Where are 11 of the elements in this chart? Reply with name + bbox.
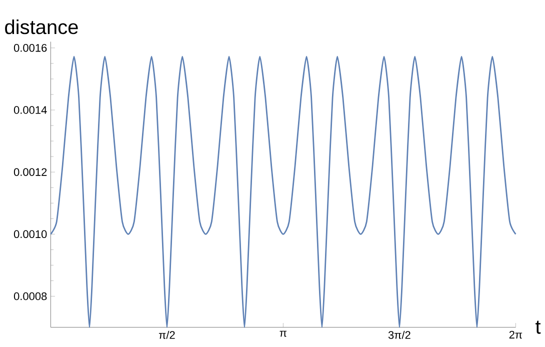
x-tick-label: π (280, 330, 287, 337)
x-tick-label: 2π (509, 330, 522, 339)
y-tick-label: 0.0008 (14, 292, 47, 300)
y-tick-label: 0.0016 (14, 44, 47, 52)
y-tick-label: 0.0012 (14, 168, 47, 176)
x-tick-label: π/2 (159, 330, 175, 339)
y-tick-label: 0.0014 (14, 106, 47, 114)
x-tick-label: 3π/2 (388, 330, 410, 339)
x-axis-title: t (536, 320, 541, 334)
y-axis-title: distance (5, 19, 78, 34)
y-tick-label: 0.0010 (14, 230, 47, 238)
